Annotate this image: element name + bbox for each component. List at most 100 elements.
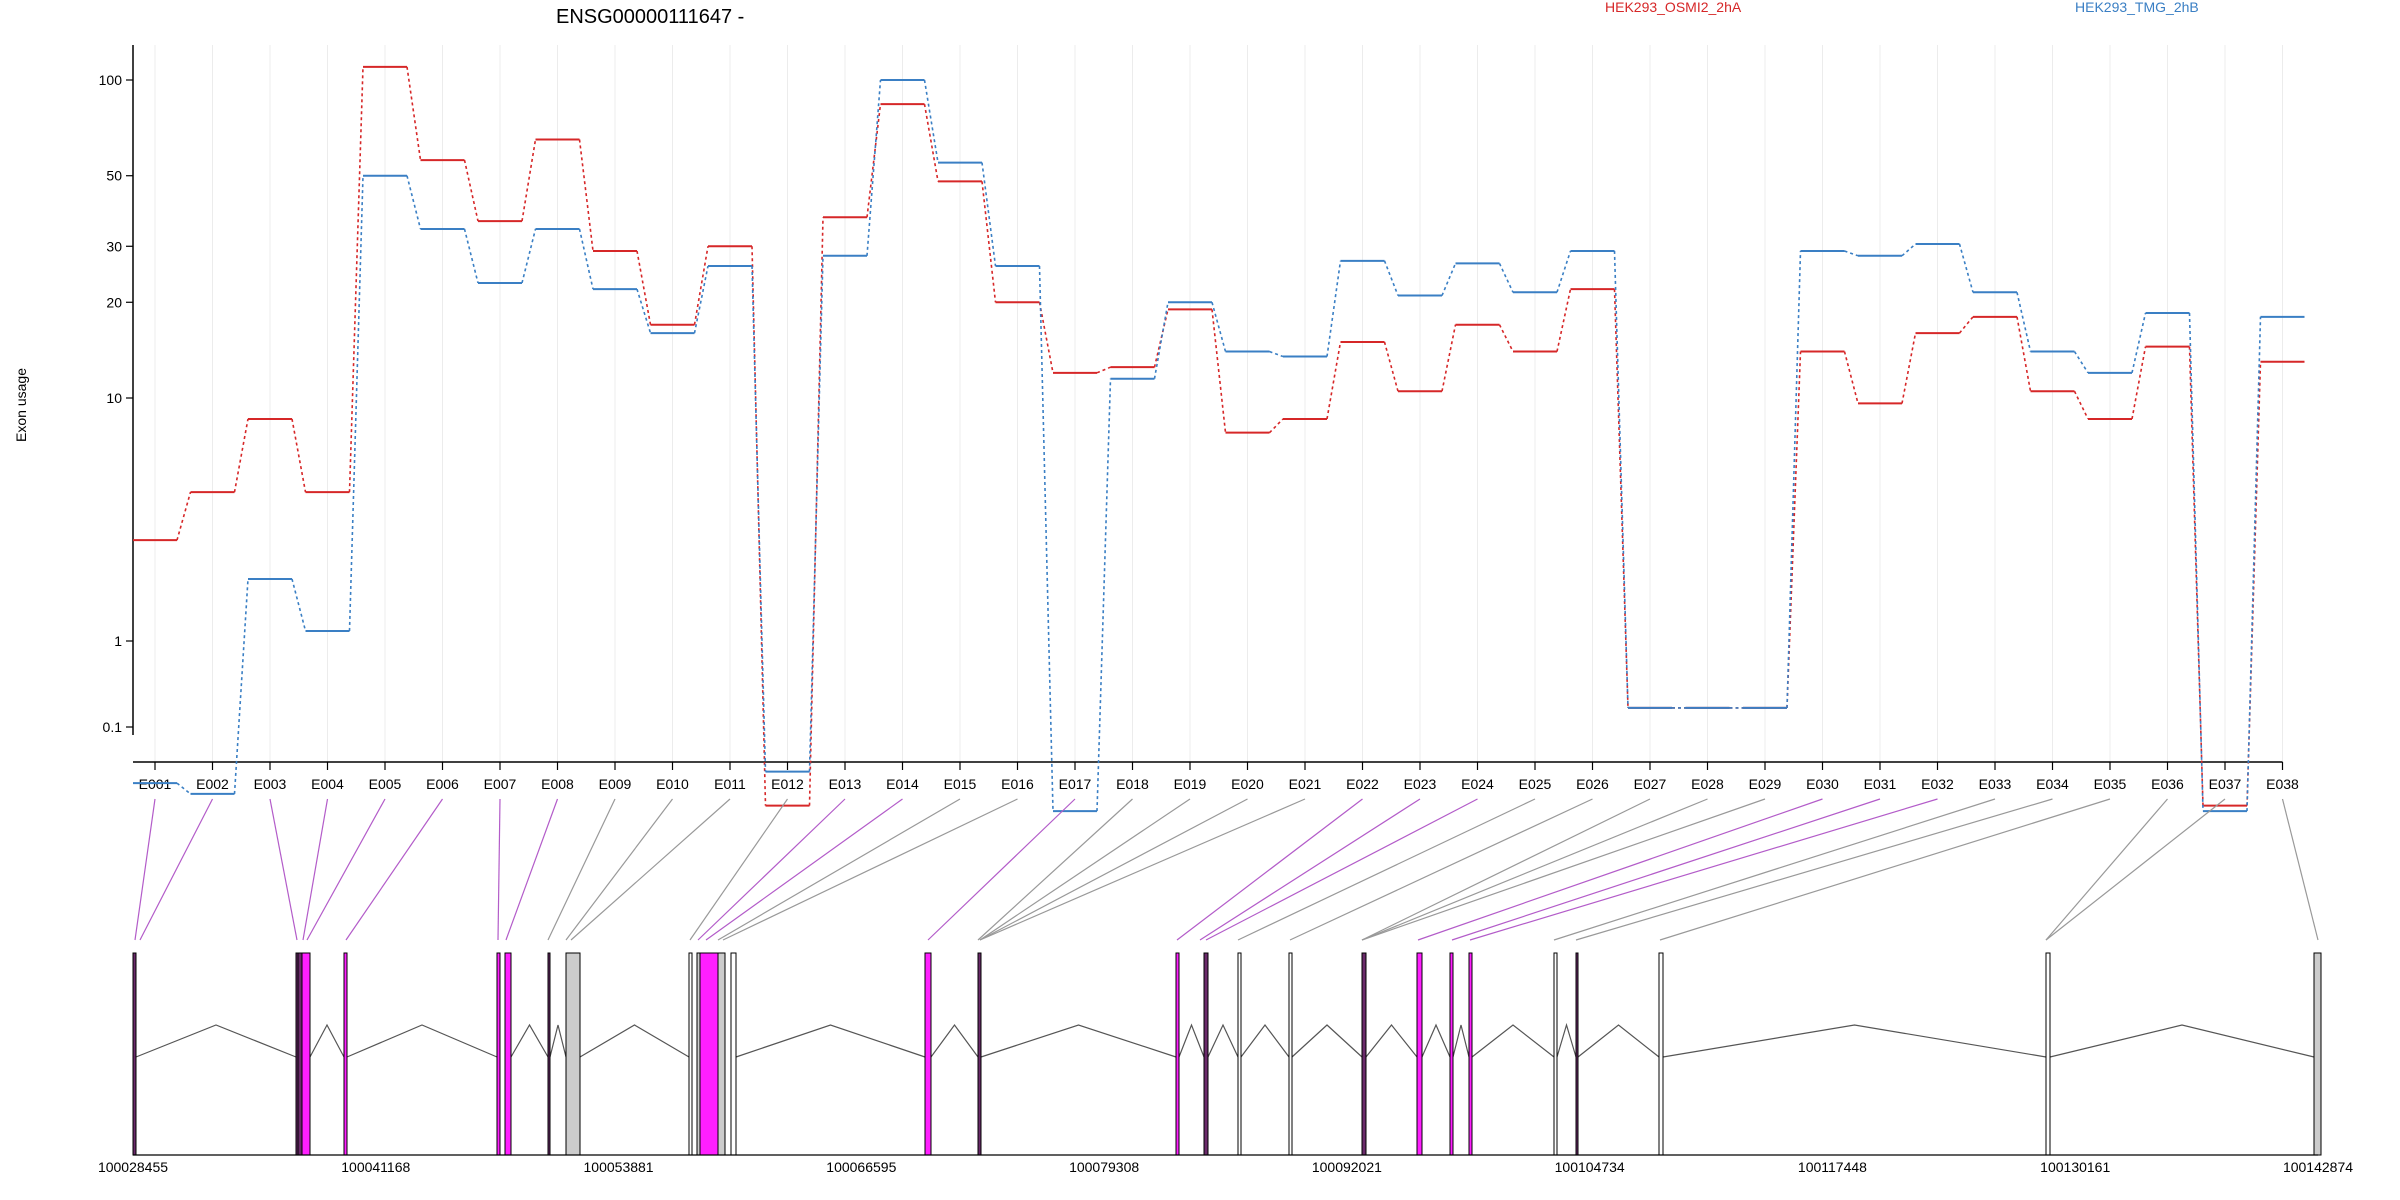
coordinate-tick-label: 100092021 (1312, 1159, 1382, 1175)
exon-connector-line (705, 798, 903, 941)
x-tick-label: E035 (2094, 776, 2127, 792)
x-tick-label: E032 (1921, 776, 1954, 792)
intron-line (1291, 1024, 1363, 1058)
intron-line (135, 1024, 297, 1058)
exon-connector-line (1451, 798, 1881, 941)
series-1-connector (1958, 316, 1974, 334)
exon-box (1288, 952, 1293, 1156)
series-1-connector (2073, 390, 2089, 420)
x-tick-label: E011 (714, 776, 746, 792)
x-tick-label: E007 (484, 776, 517, 792)
exon-box (1237, 952, 1242, 1156)
series-2-connector (1498, 263, 1514, 293)
series-2-connector (1096, 378, 1112, 812)
intron-line (549, 1024, 567, 1058)
exon-connector-line (139, 798, 214, 941)
legend-series-1: HEK293_OSMI2_2hA (1605, 0, 1742, 15)
series-2-connector (348, 175, 364, 631)
x-tick-label: E031 (1864, 776, 1897, 792)
exon-box (977, 952, 982, 1156)
exon-box (504, 952, 512, 1156)
y-axis-label: Exon usage (13, 368, 29, 442)
series-1-group (133, 65, 2305, 807)
series-2-connector (1786, 250, 1802, 708)
series-1-connector (176, 491, 192, 541)
x-tick-label: E015 (944, 776, 977, 792)
coordinate-tick-label: 100104734 (1555, 1159, 1625, 1175)
series-1-connector (1613, 289, 1629, 708)
exon-connectors (134, 798, 2319, 941)
x-tick-label: E018 (1116, 776, 1149, 792)
x-tick-label: E005 (369, 776, 402, 792)
exon-box (1416, 952, 1423, 1156)
x-tick-label: E003 (254, 776, 287, 792)
series-1-connector (2131, 346, 2147, 420)
exon-connector-line (1361, 798, 1708, 941)
intron-line (1178, 1023, 1205, 1058)
exon-connector-line (717, 798, 961, 941)
exon-connector-line (269, 798, 298, 941)
x-tick-label: E014 (886, 776, 919, 792)
exon-connector-line (570, 798, 731, 941)
y-tick-label: 10 (106, 390, 122, 406)
series-1-connector (1901, 332, 1917, 404)
intron-line (1662, 1024, 2047, 1058)
exon-connector-line (979, 798, 1191, 941)
coordinate-tick-label: 100053881 (584, 1159, 654, 1175)
exon-connector-line (505, 798, 559, 941)
exon-box (301, 952, 311, 1156)
exon-box (2313, 952, 2322, 1156)
series-1-connector (1326, 341, 1342, 420)
series-2-connector (521, 228, 537, 284)
exon-box (1175, 952, 1180, 1156)
series-1-connector (578, 139, 594, 252)
coordinate-tick-label: 100028455 (98, 1159, 168, 1175)
series-2-connector (923, 79, 939, 163)
intron-line (579, 1024, 690, 1058)
exon-box (496, 952, 501, 1156)
series-1-connector (923, 103, 939, 182)
series-2-connector (1958, 243, 1974, 293)
x-tick-label: E017 (1059, 776, 1092, 792)
exon-box (688, 952, 693, 1156)
intron-line (1240, 1024, 1290, 1058)
intron-line (1577, 1024, 1660, 1058)
x-tick-label: E030 (1806, 776, 1839, 792)
x-tick-label: E026 (1576, 776, 1609, 792)
exon-connector-line (1289, 798, 1593, 941)
intron-line (930, 1023, 979, 1058)
grid-lines (154, 45, 2283, 762)
series-1-connector (1498, 324, 1514, 352)
y-tick-label: 100 (99, 72, 123, 88)
series-1-connector (1096, 366, 1111, 374)
y-tick-label: 0.1 (103, 719, 123, 735)
exon-box (2045, 952, 2051, 1156)
series-2-connector (1613, 250, 1629, 708)
exon-connector-line (1176, 798, 1363, 941)
series-1-connector (1211, 309, 1227, 433)
exon-box (132, 952, 137, 1156)
intron-line (309, 1023, 345, 1058)
coordinate-tick-label: 100130161 (2040, 1159, 2110, 1175)
exon-connector-line (979, 798, 1306, 941)
y-tick-label: 50 (106, 168, 122, 184)
series-2-connector (866, 79, 882, 256)
series-2-connector (636, 288, 652, 334)
series-2-connector (291, 578, 307, 632)
series-1-connector (1441, 324, 1457, 392)
coordinate-tick-label: 100041168 (341, 1159, 410, 1175)
intron-line (1207, 1023, 1239, 1058)
series-2-connector (1383, 260, 1399, 296)
series-2-connector (808, 255, 824, 772)
exon-connector-line (1361, 798, 1766, 941)
series-1-connector (636, 250, 652, 325)
x-tick-label: E013 (829, 776, 862, 792)
x-tick-label: E002 (196, 776, 229, 792)
series-2-connector (2073, 351, 2089, 374)
x-tick-label: E006 (426, 776, 459, 792)
exon-box (297, 952, 303, 1156)
x-tick-label: E012 (771, 776, 804, 792)
x-tick-label: E037 (2209, 776, 2242, 792)
x-tick-label: E010 (656, 776, 689, 792)
series-1-connector (233, 418, 249, 493)
